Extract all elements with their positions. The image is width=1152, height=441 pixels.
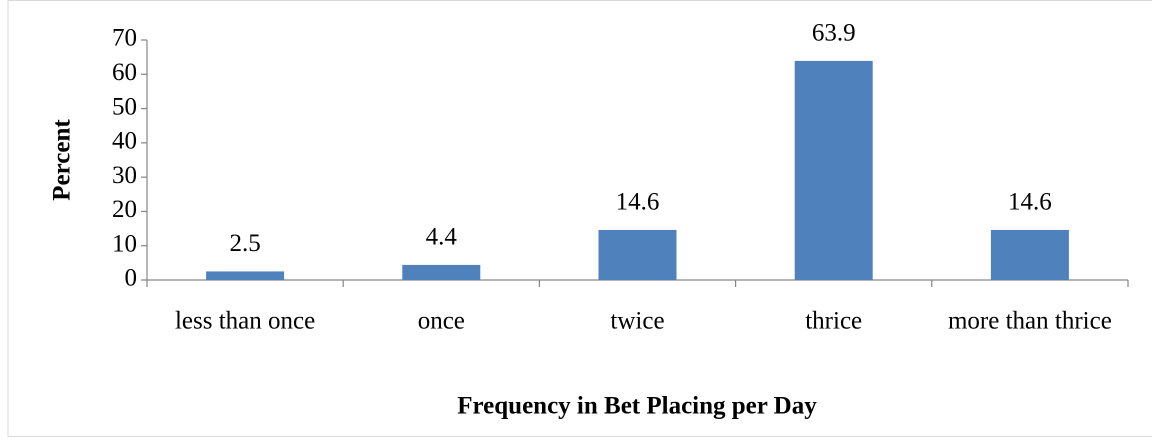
y-tick-label: 10 xyxy=(112,230,137,257)
y-tick-label: 20 xyxy=(112,196,137,223)
x-tick-label: thrice xyxy=(805,308,862,335)
bar xyxy=(794,60,873,280)
x-tick-label: twice xyxy=(610,308,664,335)
x-tick-label: once xyxy=(418,308,465,335)
bar xyxy=(206,271,285,280)
y-tick-label: 70 xyxy=(112,25,137,52)
y-tick-label: 30 xyxy=(112,162,137,189)
chart-frame xyxy=(7,0,1152,437)
x-tick-label: less than once xyxy=(175,308,315,335)
y-tick-label: 60 xyxy=(112,59,137,86)
x-axis-title: Frequency in Bet Placing per Day xyxy=(457,393,817,420)
data-label: 63.9 xyxy=(812,20,856,47)
y-axis-title: Percent xyxy=(49,119,76,201)
y-tick-label: 40 xyxy=(112,128,137,155)
data-label: 14.6 xyxy=(1008,189,1052,216)
bar xyxy=(990,229,1069,280)
data-label: 4.4 xyxy=(426,224,458,251)
x-tick-label: more than thrice xyxy=(948,308,1112,335)
data-label: 2.5 xyxy=(229,230,260,257)
y-tick-label: 0 xyxy=(125,265,138,292)
data-label: 14.6 xyxy=(616,189,660,216)
bar xyxy=(402,264,481,280)
y-tick-label: 50 xyxy=(112,93,137,120)
bar xyxy=(598,229,677,280)
